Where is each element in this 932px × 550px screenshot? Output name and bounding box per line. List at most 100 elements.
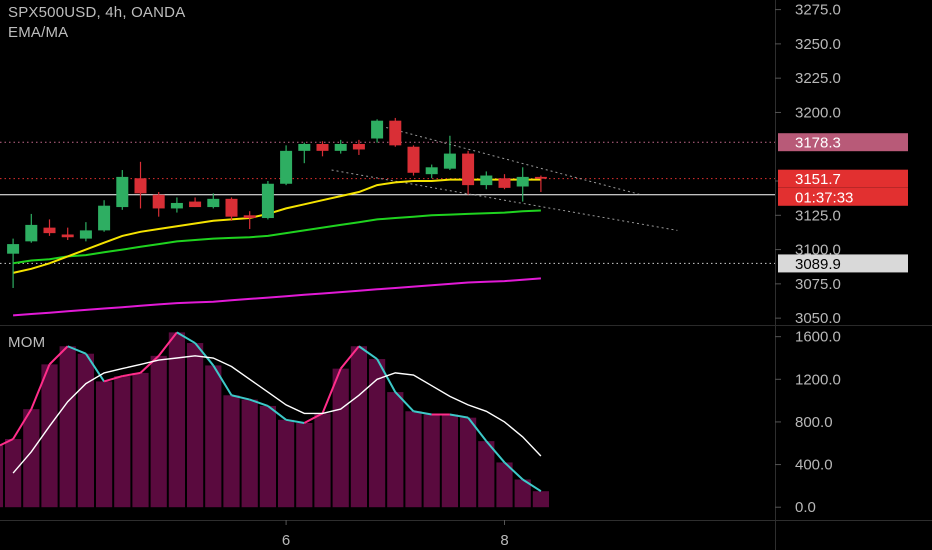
- momentum-bar: [278, 419, 295, 508]
- momentum-bar: [23, 409, 40, 508]
- candle-body: [316, 143, 329, 151]
- mom-tick-label: 800.0: [795, 414, 833, 431]
- momentum-line-segment: [467, 417, 488, 442]
- momentum-bar: [314, 413, 331, 508]
- price-tag: [778, 187, 908, 206]
- candle-body: [498, 178, 511, 188]
- trendline: [386, 127, 642, 196]
- momentum-line-segment: [303, 412, 323, 424]
- momentum-line-segment: [157, 331, 178, 357]
- momentum-line-segment: [503, 461, 524, 481]
- price-tick-label: 3125.0: [795, 207, 841, 224]
- candle-body: [61, 234, 74, 238]
- momentum-bar: [259, 405, 276, 508]
- momentum-line-segment: [231, 394, 250, 401]
- momentum-line-segment: [194, 342, 215, 367]
- momentum-line-segment: [267, 405, 287, 421]
- momentum-line-segment: [212, 364, 233, 396]
- candle-body: [516, 176, 529, 187]
- candle-body: [134, 178, 147, 194]
- momentum-line-segment: [12, 408, 33, 440]
- price-tick-label: 3050.0: [795, 310, 841, 327]
- momentum-line-segment: [485, 440, 506, 464]
- momentum-line-segment: [522, 478, 542, 493]
- candle-body: [243, 215, 256, 219]
- momentum-bar: [369, 359, 386, 508]
- price-tick-label: 3225.0: [795, 70, 841, 87]
- momentum-bar: [478, 441, 495, 508]
- momentum-bar: [59, 346, 76, 508]
- candle-body: [443, 153, 456, 169]
- momentum-bar: [332, 368, 349, 508]
- momentum-line-segment: [176, 331, 196, 344]
- ma-magenta-line: [13, 277, 541, 317]
- price-tag-label: 3178.3: [795, 135, 841, 152]
- momentum-bar: [405, 411, 422, 508]
- candle-body: [407, 146, 420, 173]
- momentum-line-segment: [103, 375, 123, 383]
- candle-body: [79, 230, 92, 239]
- momentum-bar: [496, 462, 513, 508]
- mom-tick-label: 1200.0: [795, 371, 841, 388]
- momentum-line-segment: [321, 368, 342, 414]
- price-tick-label: 3100.0: [795, 242, 841, 259]
- indicator-label: EMA/MA: [8, 24, 69, 41]
- mom-tick-label: 0.0: [795, 499, 816, 516]
- momentum-bar: [114, 376, 131, 508]
- momentum-line-segment: [139, 355, 160, 374]
- momentum-signal-line: [12, 355, 542, 474]
- momentum-bar: [0, 445, 3, 508]
- momentum-line-segment: [85, 353, 105, 382]
- candle-body: [425, 167, 438, 175]
- price-tag-label: 01:37:33: [795, 189, 853, 206]
- momentum-line-segment: [358, 345, 378, 360]
- momentum-bar: [514, 479, 531, 508]
- momentum-bar: [168, 332, 185, 508]
- momentum-bar: [96, 381, 113, 508]
- candle-body: [462, 153, 475, 186]
- candle-body: [25, 224, 38, 242]
- momentum-bar: [223, 395, 240, 508]
- momentum-line-segment: [339, 345, 360, 370]
- momentum-line-segment: [122, 371, 141, 378]
- momentum-bar: [132, 372, 149, 508]
- candle-body: [334, 143, 347, 151]
- momentum-bar: [423, 414, 440, 508]
- candle-body: [371, 120, 384, 139]
- candle-body: [352, 143, 365, 150]
- momentum-bar: [296, 423, 313, 508]
- candle-body: [116, 176, 129, 208]
- price-tag-label: 3089.9: [795, 256, 841, 273]
- momentum-bar: [205, 365, 222, 508]
- candle-body: [298, 143, 311, 151]
- candle-body: [480, 175, 493, 186]
- candle-body: [280, 150, 293, 184]
- price-tag: [778, 169, 908, 188]
- chart-title: SPX500USD, 4h, OANDA: [8, 4, 186, 21]
- candle-body: [225, 198, 238, 217]
- candle-body: [170, 202, 183, 209]
- momentum-line-segment: [413, 410, 432, 416]
- price-tag: [778, 133, 908, 152]
- momentum-line-segment: [449, 413, 469, 419]
- momentum-label: MOM: [8, 334, 46, 351]
- momentum-bar: [460, 417, 477, 508]
- price-tick-label: 3200.0: [795, 104, 841, 121]
- time-tick-label: 6: [282, 532, 290, 549]
- candle-body: [98, 205, 111, 231]
- momentum-bar: [187, 343, 204, 508]
- trendline: [331, 169, 678, 231]
- momentum-line-segment: [67, 345, 87, 355]
- momentum-line-segment: [30, 363, 51, 410]
- price-tick-label: 3275.0: [795, 2, 841, 19]
- momentum-bar: [150, 355, 167, 508]
- ma-green-line: [12, 209, 541, 265]
- candle-body: [7, 244, 20, 254]
- ema-yellow-line: [12, 178, 541, 274]
- momentum-bar: [387, 392, 404, 508]
- candle-body: [152, 194, 165, 209]
- time-tick-label: 8: [500, 532, 508, 549]
- candle-body: [534, 176, 547, 179]
- mom-tick-label: 1600.0: [795, 329, 841, 346]
